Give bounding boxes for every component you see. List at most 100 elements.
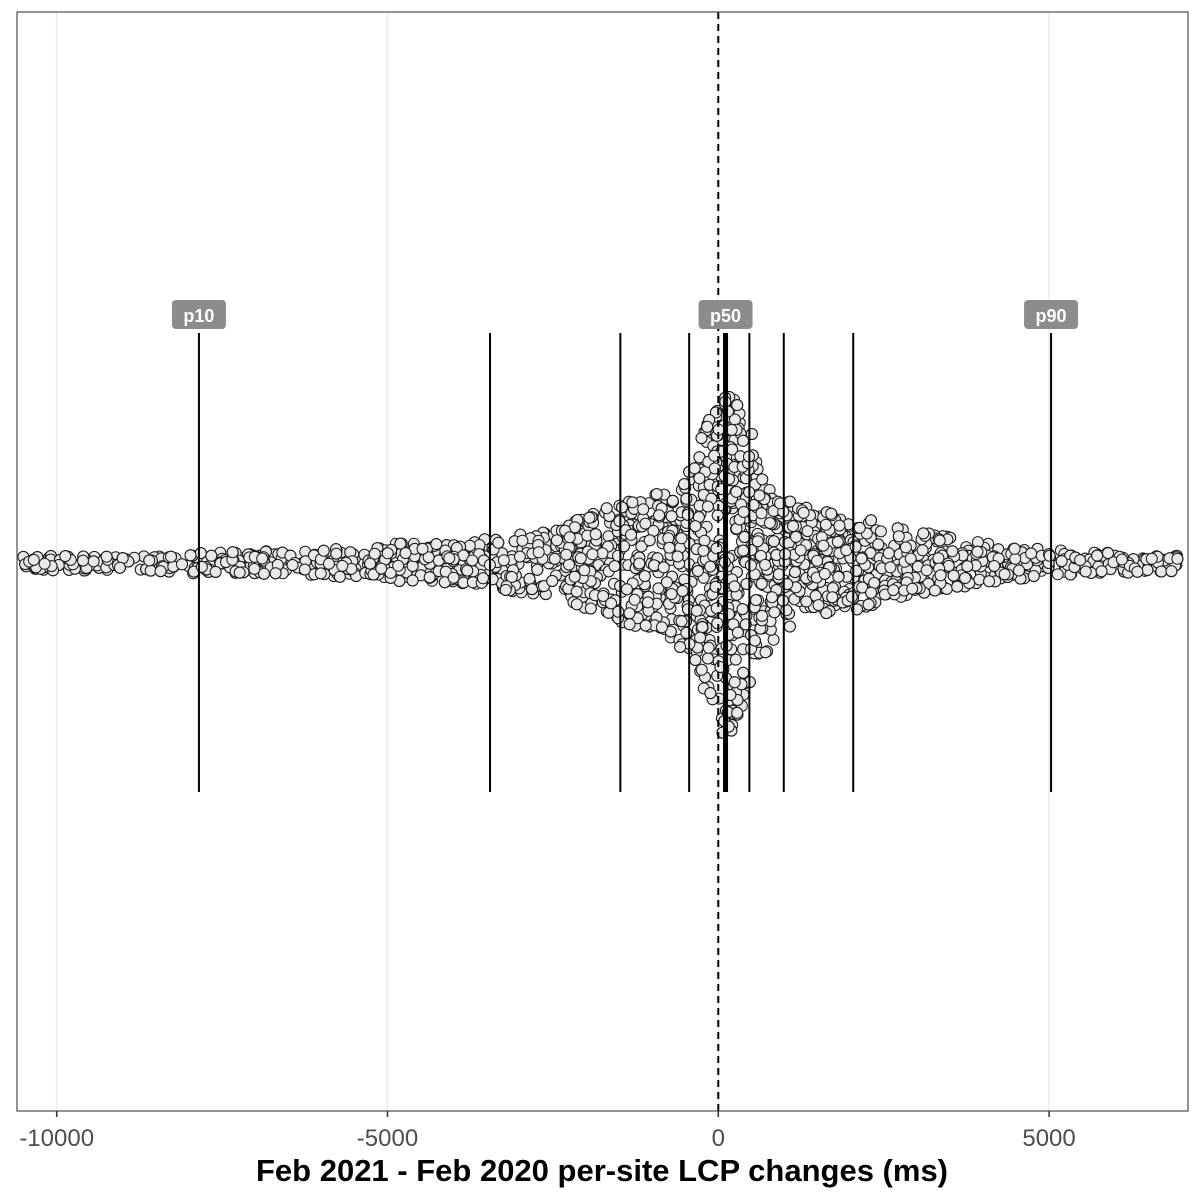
percentile-label-p50: p50 <box>698 300 753 329</box>
data-point <box>932 552 945 565</box>
data-point <box>205 549 218 562</box>
data-point <box>526 583 538 596</box>
data-point <box>317 544 330 557</box>
data-point <box>731 706 744 719</box>
data-point <box>666 494 679 507</box>
data-point <box>794 544 807 557</box>
data-point <box>680 626 693 639</box>
data-point <box>748 634 761 647</box>
data-point <box>961 560 974 573</box>
data-point <box>694 631 707 644</box>
data-point <box>87 555 100 568</box>
data-point <box>322 557 335 570</box>
data-point <box>763 517 776 529</box>
x-tick-label: 5000 <box>1022 1125 1075 1152</box>
data-point <box>702 641 715 654</box>
data-point <box>578 564 591 577</box>
data-point <box>381 547 394 560</box>
data-point <box>1013 564 1025 577</box>
data-point <box>620 583 633 596</box>
data-point <box>209 565 222 578</box>
data-point <box>853 521 866 534</box>
data-point <box>704 687 717 700</box>
data-point <box>532 546 545 559</box>
data-point <box>744 559 757 572</box>
data-point <box>423 571 436 584</box>
data-point <box>665 588 678 600</box>
data-point <box>639 619 652 632</box>
data-point <box>1115 553 1128 566</box>
data-point <box>1131 565 1144 578</box>
x-tick-label: -5000 <box>357 1125 418 1152</box>
data-point <box>1095 565 1108 578</box>
data-point <box>626 496 639 509</box>
data-point <box>789 566 801 579</box>
data-point <box>233 566 246 579</box>
data-point <box>708 449 721 462</box>
percentile-labels: p10 p50 p90 <box>171 300 1079 329</box>
data-point <box>256 552 269 565</box>
data-point <box>933 534 946 547</box>
data-point <box>623 607 636 620</box>
data-point <box>269 567 282 580</box>
data-point <box>693 472 706 485</box>
data-point <box>695 663 708 676</box>
data-point <box>1027 570 1040 582</box>
data-point <box>77 554 89 567</box>
data-point <box>1043 549 1056 562</box>
data-point <box>330 547 343 560</box>
data-point <box>892 530 905 543</box>
data-point <box>731 399 744 412</box>
data-point <box>681 508 694 521</box>
data-point <box>934 569 947 582</box>
data-point <box>1155 565 1168 578</box>
x-axis-title: Feb 2021 - Feb 2020 per-site LCP changes… <box>256 1153 948 1188</box>
data-point <box>851 603 863 616</box>
data-point <box>728 676 741 689</box>
data-point <box>637 503 650 516</box>
data-point <box>568 570 581 583</box>
data-point <box>916 544 929 557</box>
data-point <box>628 593 641 606</box>
data-point <box>513 550 526 563</box>
data-point <box>38 557 51 570</box>
data-point <box>701 500 714 513</box>
data-point <box>759 646 772 659</box>
data-point <box>660 576 673 589</box>
data-point <box>899 541 912 554</box>
data-point <box>638 570 651 583</box>
x-tick-label: -10000 <box>19 1125 94 1152</box>
percentile-label-box <box>1024 300 1079 329</box>
data-point <box>663 541 676 554</box>
data-point <box>689 520 702 533</box>
data-point <box>406 574 419 587</box>
data-point <box>596 547 609 560</box>
data-point <box>298 563 311 576</box>
data-point <box>492 536 505 549</box>
data-point <box>767 535 780 548</box>
percentile-label-text: p50 <box>710 306 741 326</box>
data-point <box>680 492 693 505</box>
data-point <box>416 542 429 555</box>
data-point <box>1025 547 1038 560</box>
data-point <box>826 591 839 604</box>
data-point <box>333 570 346 583</box>
data-point <box>738 531 751 543</box>
data-point <box>947 569 960 582</box>
data-point <box>983 575 996 588</box>
data-point <box>674 641 687 653</box>
data-point <box>1008 542 1021 555</box>
data-point <box>248 562 261 575</box>
data-point <box>747 499 760 511</box>
data-point <box>584 602 597 615</box>
data-point <box>563 558 575 571</box>
data-point <box>394 537 407 550</box>
data-point <box>812 599 825 612</box>
data-point <box>639 517 652 530</box>
data-point <box>447 571 460 584</box>
data-point <box>1051 568 1064 581</box>
data-point <box>586 548 599 561</box>
x-axis: -10000 -5000 0 5000 <box>19 1111 1076 1152</box>
data-point <box>625 528 637 541</box>
data-point <box>368 547 381 560</box>
